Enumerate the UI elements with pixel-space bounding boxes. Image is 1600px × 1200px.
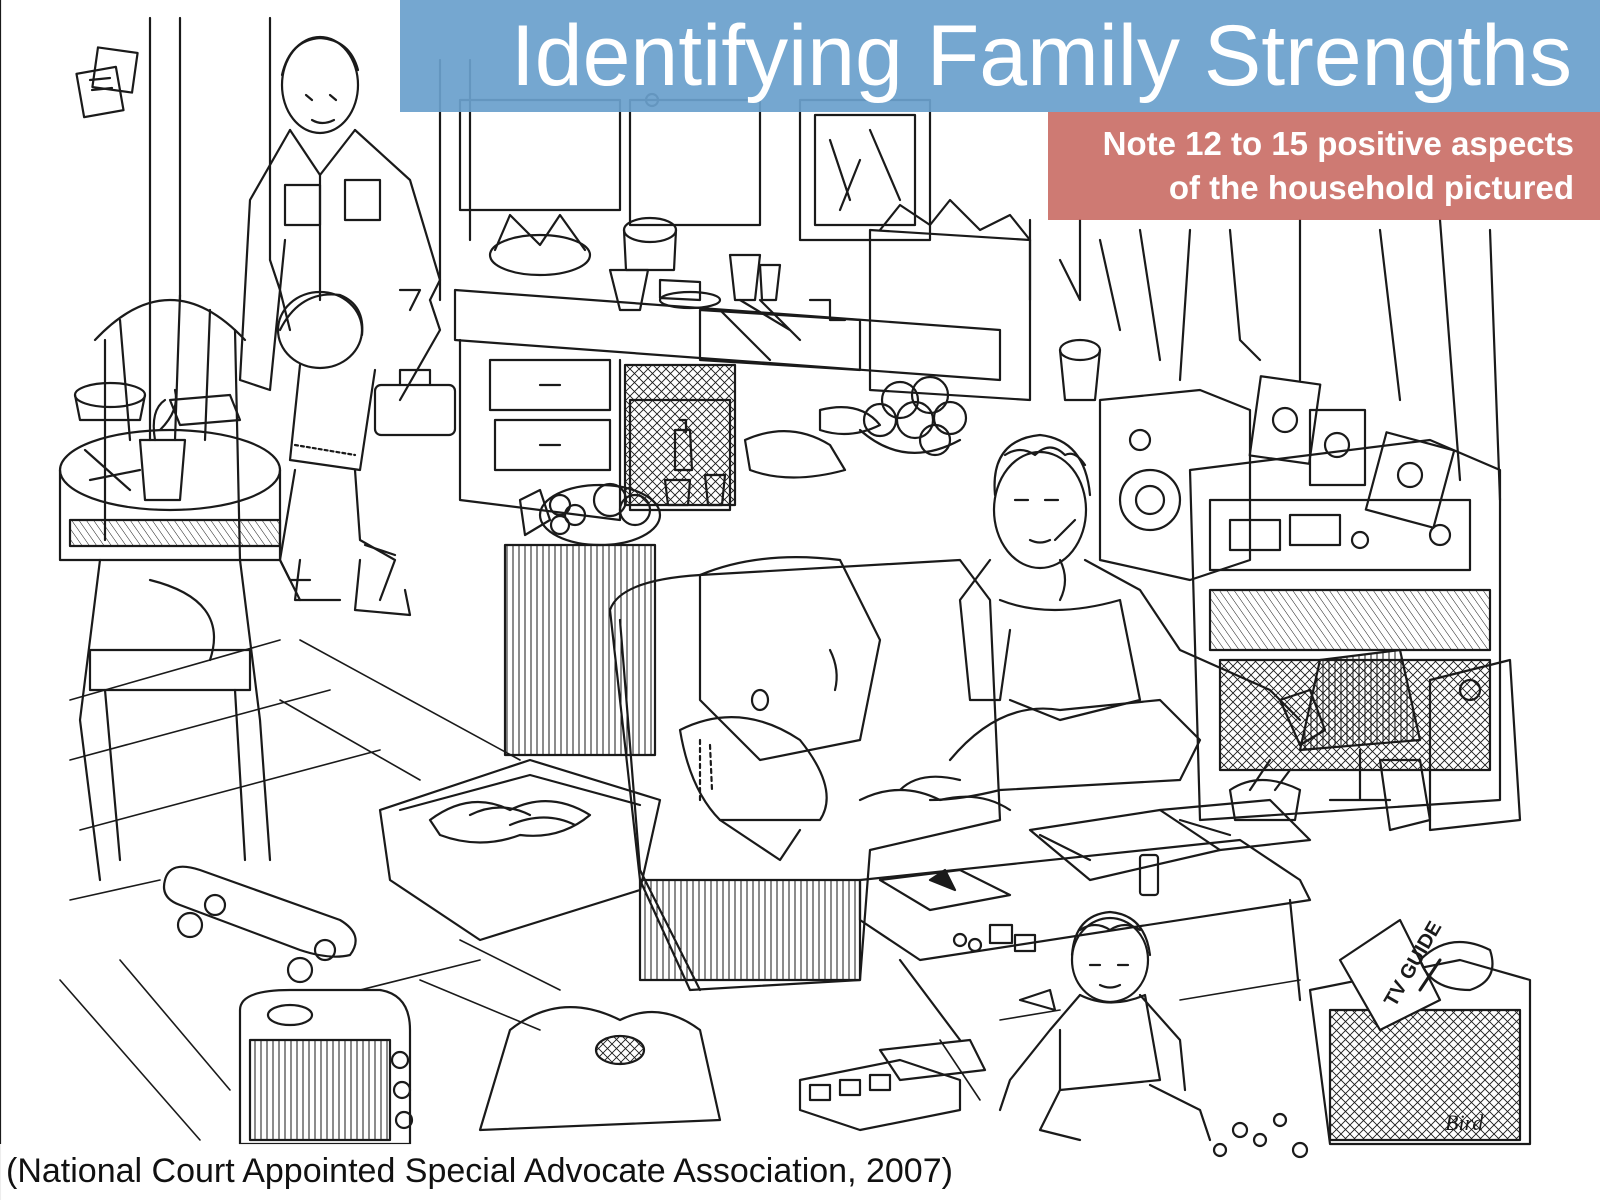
kitchen-counter — [453, 198, 1102, 522]
dining-table-and-chair — [58, 293, 282, 882]
coffee-table — [858, 758, 1312, 1042]
instruction-note-line: of the household pictured — [1168, 169, 1574, 206]
slide-title: Identifying Family Strengths — [510, 8, 1572, 104]
sofa — [608, 556, 1012, 992]
counter-cabinet — [503, 543, 657, 757]
toddler-figure — [998, 910, 1212, 1142]
tv-guide-area: TV GUIDE Bird — [1308, 918, 1532, 1146]
man-figure — [238, 35, 457, 617]
title-banner: Identifying Family Strengths — [400, 0, 1600, 112]
citation: (National Court Appointed Special Advoca… — [0, 1144, 1078, 1200]
skateboard — [162, 865, 357, 984]
laundry-basket — [378, 758, 662, 942]
artist-signature: Bird — [1445, 1110, 1484, 1135]
floor-toys — [478, 988, 1309, 1159]
floor-tiles — [59, 639, 1301, 1141]
table-lamp — [1298, 648, 1432, 832]
space-heater — [238, 988, 414, 1146]
child-hugging-figure — [268, 258, 422, 602]
kitchen-wall — [0, 0, 1502, 1200]
instruction-note: Note 12 to 15 positive aspects of the ho… — [1048, 112, 1600, 220]
fruit-and-food — [518, 375, 968, 547]
instruction-note-line: Note 12 to 15 positive aspects — [1102, 125, 1574, 162]
